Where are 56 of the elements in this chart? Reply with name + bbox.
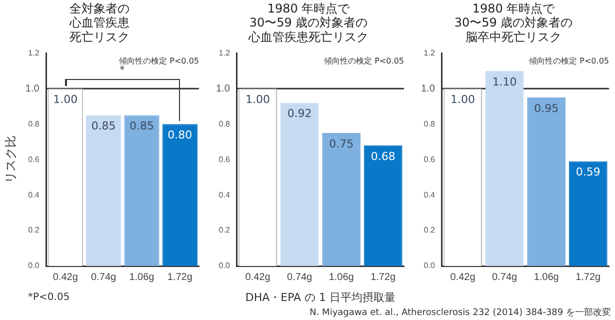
x-tick-label: 1.72g [167, 272, 192, 283]
data-label: 0.85 [129, 120, 154, 133]
y-tick-label: 0.6 [28, 154, 40, 164]
data-label: 0.80 [168, 128, 192, 142]
y-tick-label: 0.6 [218, 154, 230, 164]
y-tick-label: 0.4 [218, 190, 230, 200]
data-label: 1.00 [246, 93, 270, 106]
data-label: 0.75 [329, 137, 354, 150]
x-tick-label: 0.42g [450, 272, 476, 283]
x-tick-label: 0.42g [245, 272, 270, 283]
y-tick-label: 1.2 [28, 48, 40, 58]
x-axis-title: DHA・EPA の 1 日平均摂取量 [245, 290, 396, 305]
y-tick-label: 1.0 [420, 83, 436, 94]
y-tick-label: 0.0 [28, 261, 40, 270]
y-tick-label: 1.0 [25, 83, 40, 94]
y-tick-label: 0.0 [218, 261, 230, 270]
annotation: 傾向性の検定 P<0.05 [324, 56, 404, 66]
x-tick-label: 0.74g [492, 272, 518, 283]
y-axis-title: リスク比 [4, 136, 18, 184]
data-label: 0.95 [534, 102, 559, 115]
x-tick-label: 1.72g [576, 272, 601, 283]
y-tick-label: 1.0 [216, 83, 230, 94]
x-tick-label: 1.06g [534, 272, 559, 283]
text: *P<0.05 [28, 292, 70, 303]
y-tick-label: 0.8 [28, 119, 40, 128]
annotation: 傾向性の検定 P<0.05 [119, 56, 199, 66]
data-label: 0.85 [91, 120, 116, 133]
x-tick-label: 0.74g [91, 272, 116, 283]
data-label: 1.00 [450, 93, 476, 106]
data-label: 1.10 [492, 75, 517, 88]
y-tick-label: 0.0 [424, 261, 436, 270]
x-tick-label: 1.06g [328, 272, 354, 283]
y-tick-label: 0.8 [424, 119, 436, 128]
y-tick-label: 0.2 [28, 226, 40, 235]
data-label: 0.92 [287, 107, 312, 120]
annotation: 傾向性の検定 P<0.05 [529, 56, 609, 66]
y-tick-label: 0.4 [28, 190, 40, 200]
chart-title: 全対象者の心血管疾患死亡リスク [68, 1, 130, 44]
data-label: 0.68 [370, 150, 396, 163]
data-label: 0.59 [576, 166, 600, 179]
y-tick-label: 0.6 [424, 154, 436, 164]
y-tick-label: 1.2 [218, 48, 230, 58]
y-tick-label: 0.2 [218, 226, 230, 235]
x-tick-label: 0.42g [52, 272, 78, 283]
x-tick-label: 0.74g [287, 272, 312, 283]
chart-title: 1980 年時点で30〜59 歳の対象者の心血管疾患死亡リスク [248, 1, 368, 44]
y-tick-label: 1.2 [424, 48, 436, 58]
y-tick-label: 0.2 [424, 226, 436, 235]
annotation: * [120, 64, 125, 76]
data-label: 1.00 [53, 93, 78, 106]
text: N. Miyagawa et. al., Atherosclerosis 232 (2014) 384-389 を一部改変 [310, 306, 611, 319]
y-tick-label: 0.8 [218, 119, 230, 128]
chart-title: 1980 年時点で30〜59 歳の対象者の脳卒中死亡リスク [454, 1, 573, 44]
y-tick-label: 0.4 [424, 190, 436, 200]
x-tick-label: 1.06g [129, 272, 154, 283]
x-tick-label: 1.72g [370, 272, 396, 283]
